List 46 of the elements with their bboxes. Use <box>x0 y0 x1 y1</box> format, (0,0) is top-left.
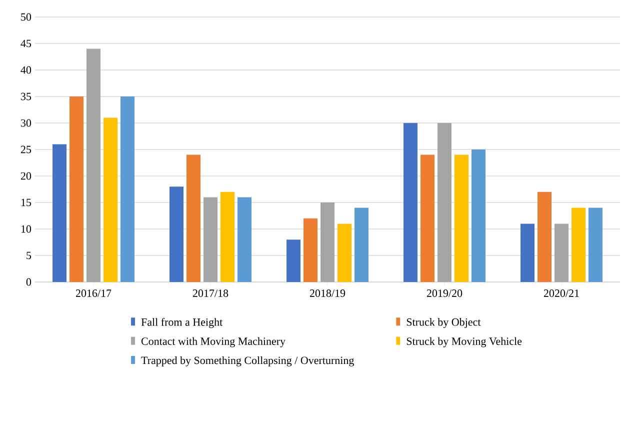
bar <box>238 197 252 282</box>
x-tick-label: 2016/17 <box>76 290 112 297</box>
bar <box>70 96 84 282</box>
bar <box>571 208 586 282</box>
y-tick-label: 20 <box>20 172 32 180</box>
bar <box>304 218 318 282</box>
y-tick-label: 45 <box>20 40 32 48</box>
bar <box>420 154 434 282</box>
y-tick-label: 10 <box>21 225 32 233</box>
bar <box>204 197 218 282</box>
bar <box>320 202 334 282</box>
bar <box>588 208 602 282</box>
bar <box>520 224 534 282</box>
y-tick-label: 0 <box>26 278 32 286</box>
bar <box>186 154 201 282</box>
x-tick-label: 2018/19 <box>310 290 346 297</box>
bar <box>537 192 552 282</box>
x-tick-label: 2017/18 <box>192 290 228 297</box>
bar <box>86 48 101 282</box>
bar <box>454 154 468 282</box>
bar <box>404 122 418 282</box>
y-tick-label: 35 <box>21 92 32 100</box>
bar <box>338 224 352 282</box>
bar <box>104 118 118 282</box>
bar <box>438 122 452 282</box>
bar <box>554 224 568 282</box>
y-tick-label: 30 <box>21 119 32 127</box>
bar <box>120 96 135 282</box>
y-tick-label: 5 <box>26 252 32 260</box>
bar <box>354 208 368 282</box>
y-tick-label: 50 <box>21 13 32 21</box>
legend-label: Fall from a Height <box>141 318 223 328</box>
y-tick-label: 25 <box>20 146 32 154</box>
bar <box>220 192 234 282</box>
bar <box>286 240 300 282</box>
legend-label: Contact with Moving Machinery <box>141 337 286 348</box>
bar <box>471 149 486 282</box>
legend-label: Struck by Object <box>406 318 481 328</box>
legend-label: Struck by Moving Vehicle <box>406 337 522 348</box>
x-tick-label: 2020/21 <box>544 290 579 297</box>
y-tick-label: 15 <box>21 198 32 206</box>
bar <box>170 186 184 282</box>
bar <box>52 144 67 282</box>
x-tick-label: 2019/20 <box>426 290 462 297</box>
legend-label: Trapped by Something Collapsing / Overturning <box>141 356 354 366</box>
y-tick-label: 40 <box>20 66 32 74</box>
